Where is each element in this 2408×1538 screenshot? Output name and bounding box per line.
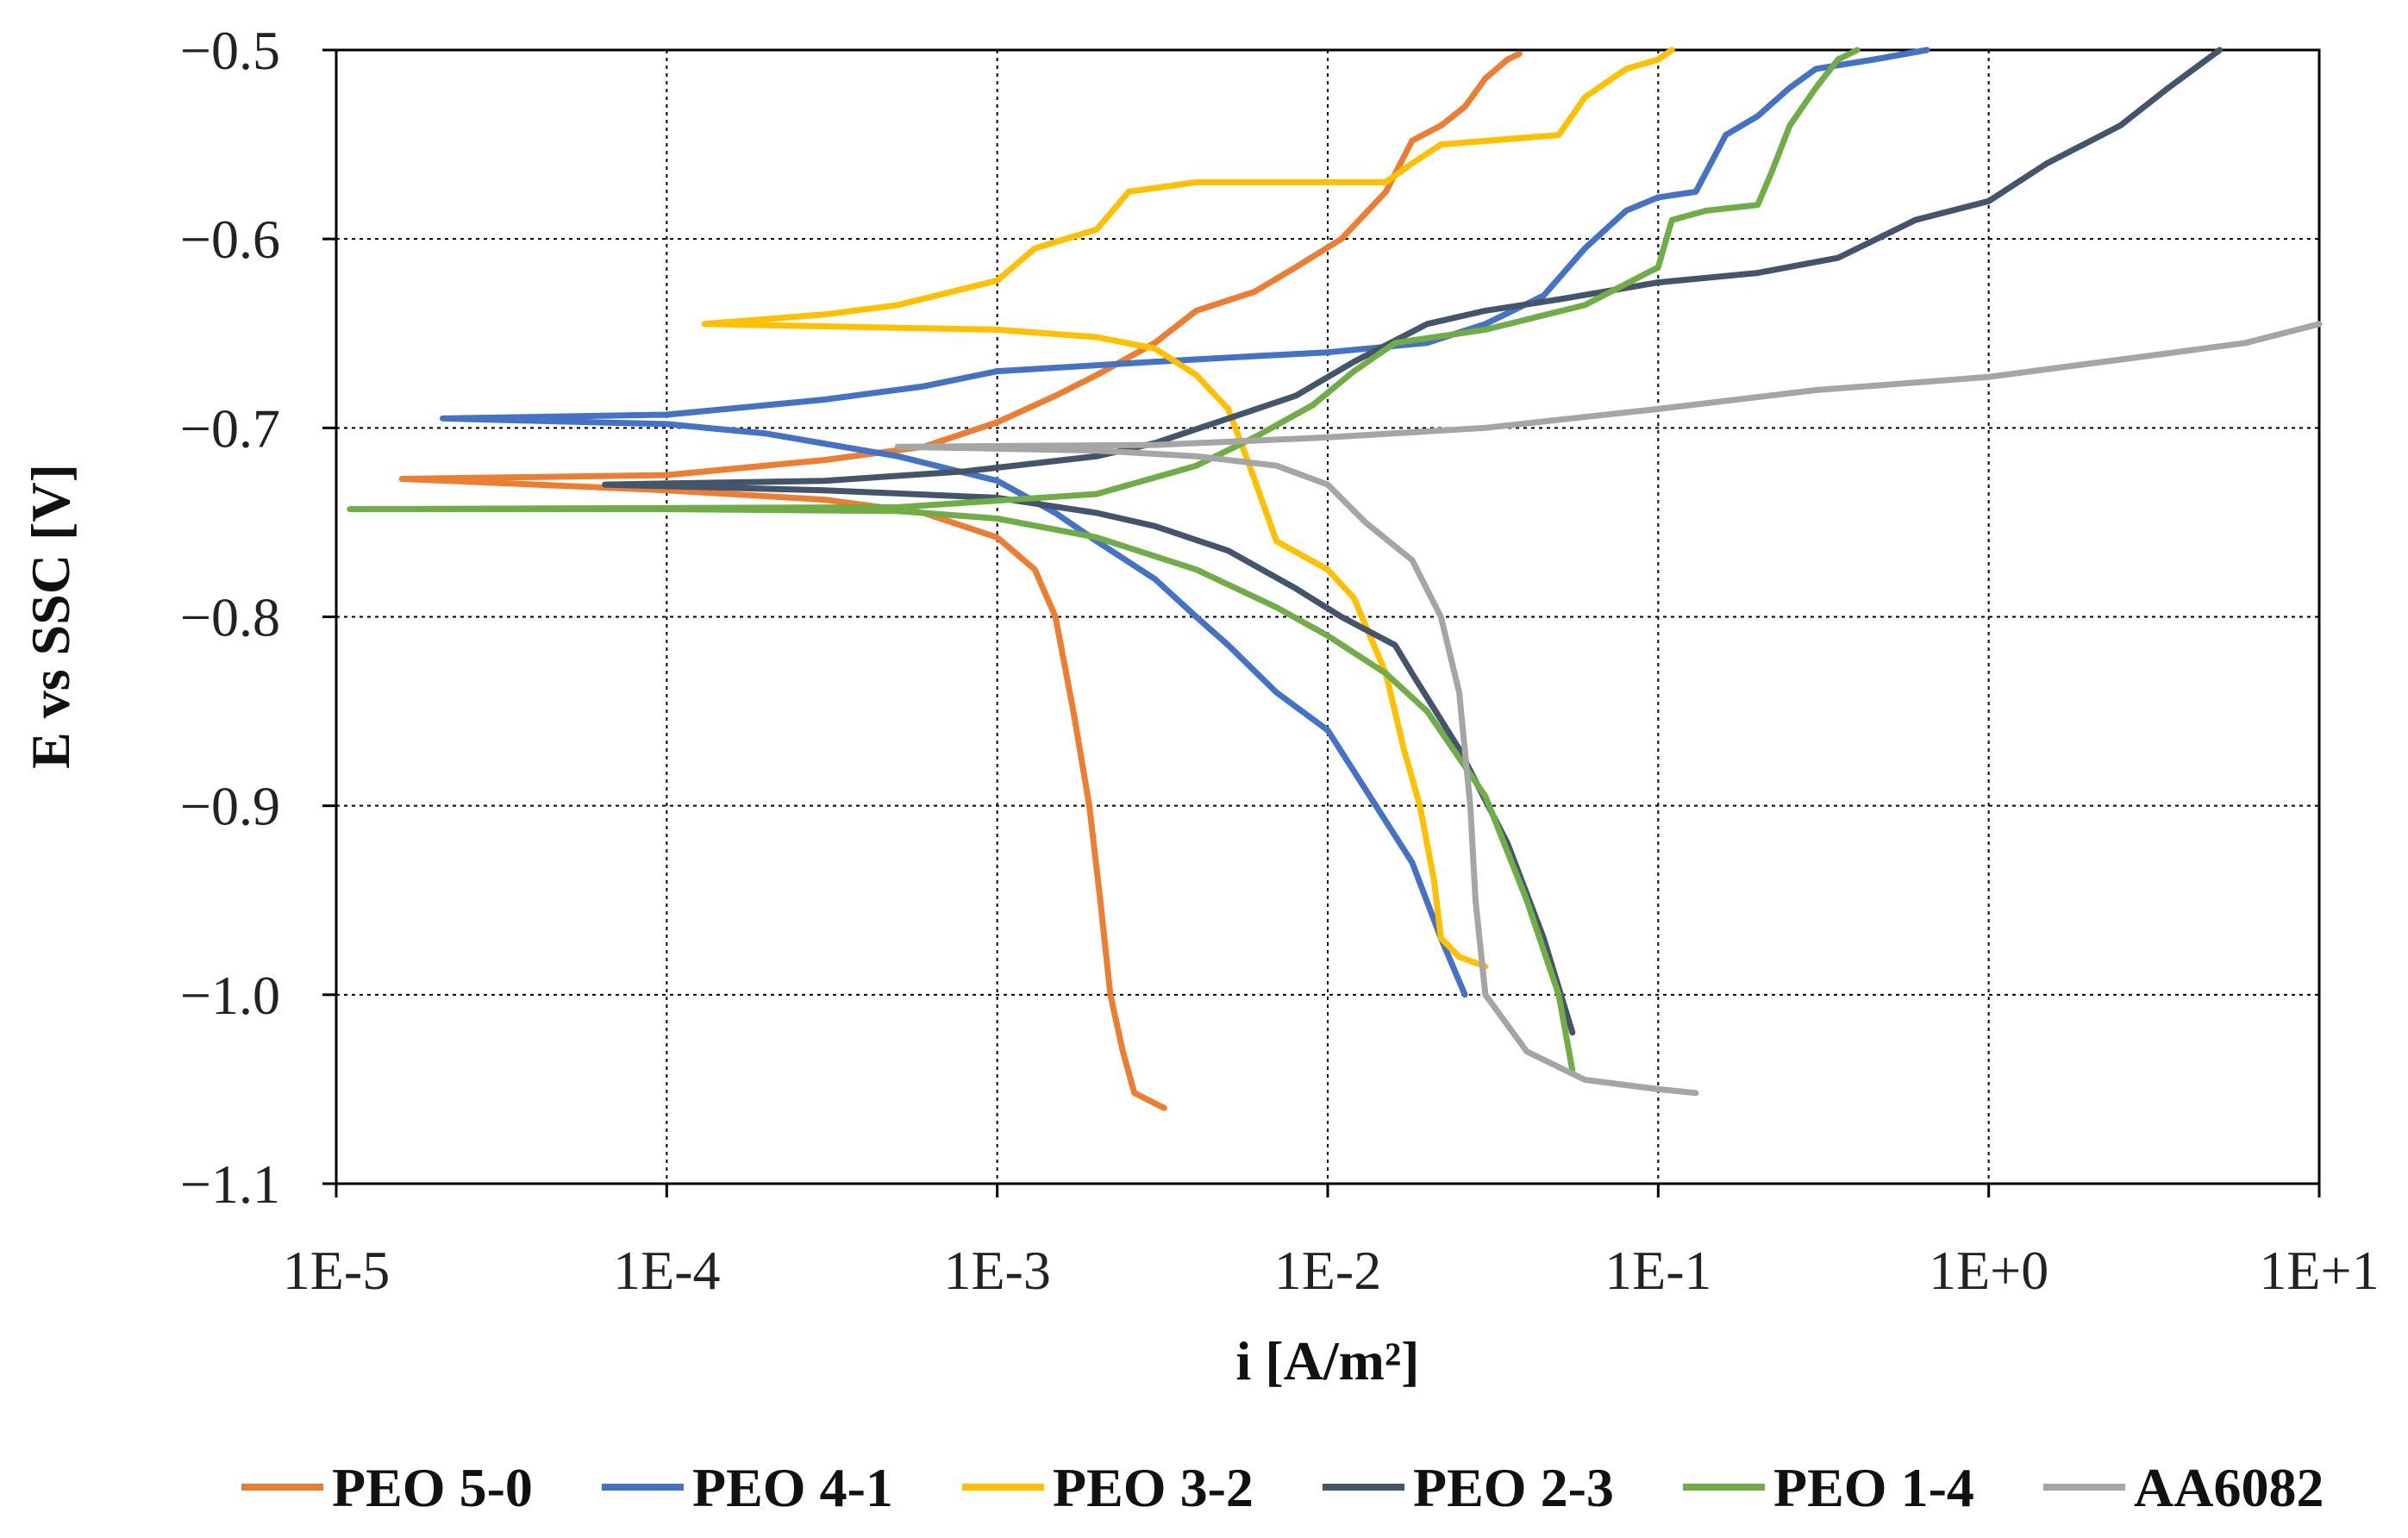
x-tick-label: 1E+0 <box>1929 1240 2048 1301</box>
legend-label-peo-4-1: PEO 4-1 <box>692 1457 893 1518</box>
y-tick-label: −1.1 <box>180 1154 280 1215</box>
y-tick-label: −0.8 <box>180 587 280 648</box>
x-tick-label: 1E+1 <box>2259 1240 2379 1301</box>
x-tick-label: 1E-5 <box>283 1240 390 1301</box>
series-line-peo-1-4 <box>347 47 1861 1073</box>
x-tick-label: 1E-2 <box>1274 1240 1381 1301</box>
gridlines <box>336 50 2319 1184</box>
series-line-peo-4-1 <box>440 47 1930 998</box>
data-series <box>347 47 2323 1111</box>
y-tick-label: −0.5 <box>180 20 280 81</box>
y-tick-label: −0.6 <box>180 209 280 270</box>
series-line-aa6082 <box>894 321 2323 1097</box>
legend-label-peo-2-3: PEO 2-3 <box>1413 1457 1614 1518</box>
legend-label-peo-3-2: PEO 3-2 <box>1053 1457 1254 1518</box>
y-axis-title: E vs SSC [V] <box>20 464 81 769</box>
x-tick-label: 1E-3 <box>943 1240 1050 1301</box>
legend: PEO 5-0 PEO 4-1 PEO 3-2 PEO 2-3 PEO 1-4 AA608… <box>241 1457 2324 1518</box>
y-tick-label: −0.7 <box>180 397 280 459</box>
axis-ticks: 1E-5 1E-4 1E-3 1E-2 1E-1 1E+0 1E+1 −0.5 −0.6 −0.7… <box>180 20 2380 1301</box>
x-axis-title: i [A/m²] <box>1236 1330 1420 1391</box>
legend-label-peo-1-4: PEO 1-4 <box>1773 1457 1974 1518</box>
x-tick-label: 1E-1 <box>1604 1240 1711 1301</box>
series-line-peo-3-2 <box>701 47 1675 970</box>
y-tick-label: −0.9 <box>180 776 280 837</box>
series-line-peo-2-3 <box>602 47 2223 1036</box>
legend-label-aa6082: AA6082 <box>2134 1457 2324 1518</box>
y-tick-label: −1.0 <box>180 965 280 1026</box>
x-tick-label: 1E-4 <box>613 1240 720 1301</box>
legend-label-peo-5-0: PEO 5-0 <box>332 1457 533 1518</box>
